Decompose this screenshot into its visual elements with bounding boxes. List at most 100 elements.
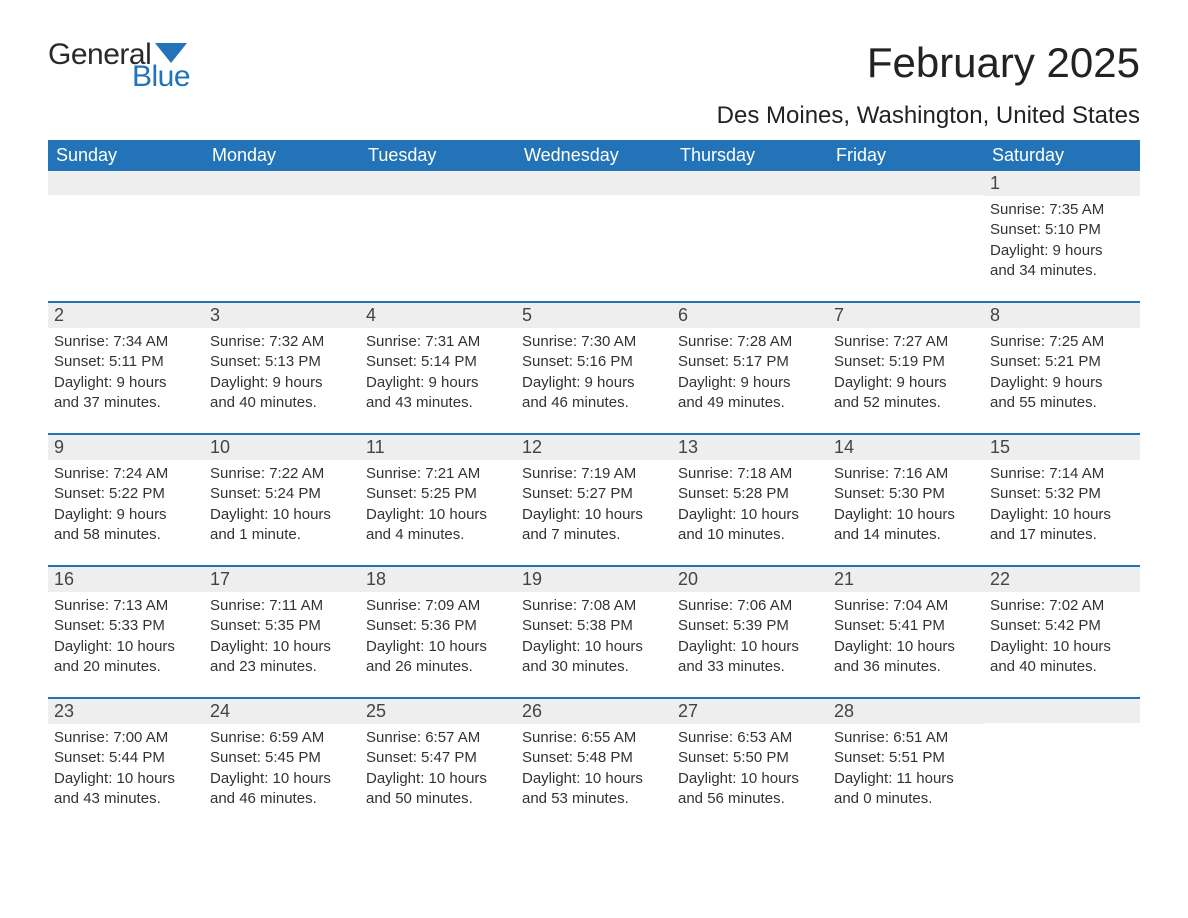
daylight2-text: and 4 minutes. — [366, 525, 510, 545]
calendar-cell: 10Sunrise: 7:22 AMSunset: 5:24 PMDayligh… — [204, 435, 360, 565]
daylight1-text: Daylight: 9 hours — [210, 373, 354, 393]
calendar-cell: 21Sunrise: 7:04 AMSunset: 5:41 PMDayligh… — [828, 567, 984, 697]
sunset-text: Sunset: 5:51 PM — [834, 748, 978, 768]
daylight1-text: Daylight: 9 hours — [678, 373, 822, 393]
sunset-text: Sunset: 5:24 PM — [210, 484, 354, 504]
sunrise-text: Sunrise: 7:30 AM — [522, 332, 666, 352]
daylight2-text: and 10 minutes. — [678, 525, 822, 545]
sunrise-text: Sunrise: 7:11 AM — [210, 596, 354, 616]
day-details: Sunrise: 7:06 AMSunset: 5:39 PMDaylight:… — [672, 592, 828, 685]
week-row: 23Sunrise: 7:00 AMSunset: 5:44 PMDayligh… — [48, 697, 1140, 829]
sunset-text: Sunset: 5:17 PM — [678, 352, 822, 372]
daylight2-text: and 26 minutes. — [366, 657, 510, 677]
day-number: 17 — [204, 567, 360, 592]
daylight1-text: Daylight: 10 hours — [366, 769, 510, 789]
day-number: 11 — [360, 435, 516, 460]
daylight1-text: Daylight: 11 hours — [834, 769, 978, 789]
calendar-cell: 6Sunrise: 7:28 AMSunset: 5:17 PMDaylight… — [672, 303, 828, 433]
daylight1-text: Daylight: 10 hours — [366, 637, 510, 657]
day-number: 22 — [984, 567, 1140, 592]
calendar-cell: 11Sunrise: 7:21 AMSunset: 5:25 PMDayligh… — [360, 435, 516, 565]
daylight2-text: and 50 minutes. — [366, 789, 510, 809]
day-details: Sunrise: 7:04 AMSunset: 5:41 PMDaylight:… — [828, 592, 984, 685]
calendar-cell: 13Sunrise: 7:18 AMSunset: 5:28 PMDayligh… — [672, 435, 828, 565]
calendar-cell: 3Sunrise: 7:32 AMSunset: 5:13 PMDaylight… — [204, 303, 360, 433]
sunset-text: Sunset: 5:42 PM — [990, 616, 1134, 636]
daylight2-text: and 40 minutes. — [210, 393, 354, 413]
day-number: 9 — [48, 435, 204, 460]
sunset-text: Sunset: 5:28 PM — [678, 484, 822, 504]
sunrise-text: Sunrise: 7:25 AM — [990, 332, 1134, 352]
sunrise-text: Sunrise: 7:08 AM — [522, 596, 666, 616]
day-number: 26 — [516, 699, 672, 724]
sunset-text: Sunset: 5:47 PM — [366, 748, 510, 768]
daylight1-text: Daylight: 9 hours — [366, 373, 510, 393]
daylight1-text: Daylight: 9 hours — [990, 241, 1134, 261]
daylight1-text: Daylight: 10 hours — [990, 505, 1134, 525]
week-row: 9Sunrise: 7:24 AMSunset: 5:22 PMDaylight… — [48, 433, 1140, 565]
sunset-text: Sunset: 5:27 PM — [522, 484, 666, 504]
daylight2-text: and 53 minutes. — [522, 789, 666, 809]
daylight1-text: Daylight: 10 hours — [366, 505, 510, 525]
daylight2-text: and 55 minutes. — [990, 393, 1134, 413]
calendar-cell: 5Sunrise: 7:30 AMSunset: 5:16 PMDaylight… — [516, 303, 672, 433]
sunset-text: Sunset: 5:25 PM — [366, 484, 510, 504]
daylight1-text: Daylight: 10 hours — [834, 637, 978, 657]
sunrise-text: Sunrise: 7:00 AM — [54, 728, 198, 748]
calendar-cell — [516, 171, 672, 301]
sunset-text: Sunset: 5:45 PM — [210, 748, 354, 768]
day-header: Tuesday — [360, 140, 516, 171]
daylight2-text: and 49 minutes. — [678, 393, 822, 413]
day-header-row: Sunday Monday Tuesday Wednesday Thursday… — [48, 140, 1140, 171]
daylight2-text: and 23 minutes. — [210, 657, 354, 677]
calendar-cell — [360, 171, 516, 301]
daylight2-text: and 58 minutes. — [54, 525, 198, 545]
sunset-text: Sunset: 5:22 PM — [54, 484, 198, 504]
day-details: Sunrise: 6:57 AMSunset: 5:47 PMDaylight:… — [360, 724, 516, 817]
day-header: Sunday — [48, 140, 204, 171]
sunset-text: Sunset: 5:11 PM — [54, 352, 198, 372]
day-number — [672, 171, 828, 195]
sunrise-text: Sunrise: 7:32 AM — [210, 332, 354, 352]
sunrise-text: Sunrise: 6:53 AM — [678, 728, 822, 748]
daylight1-text: Daylight: 10 hours — [522, 505, 666, 525]
daylight1-text: Daylight: 10 hours — [678, 769, 822, 789]
sunrise-text: Sunrise: 7:13 AM — [54, 596, 198, 616]
calendar-cell: 1Sunrise: 7:35 AMSunset: 5:10 PMDaylight… — [984, 171, 1140, 301]
day-header: Saturday — [984, 140, 1140, 171]
month-title: February 2025 — [717, 40, 1140, 86]
sunset-text: Sunset: 5:21 PM — [990, 352, 1134, 372]
daylight2-text: and 43 minutes. — [54, 789, 198, 809]
day-details: Sunrise: 7:21 AMSunset: 5:25 PMDaylight:… — [360, 460, 516, 553]
sunrise-text: Sunrise: 7:34 AM — [54, 332, 198, 352]
sunset-text: Sunset: 5:10 PM — [990, 220, 1134, 240]
sunrise-text: Sunrise: 6:59 AM — [210, 728, 354, 748]
sunrise-text: Sunrise: 7:18 AM — [678, 464, 822, 484]
calendar-cell: 16Sunrise: 7:13 AMSunset: 5:33 PMDayligh… — [48, 567, 204, 697]
calendar-cell: 4Sunrise: 7:31 AMSunset: 5:14 PMDaylight… — [360, 303, 516, 433]
day-details: Sunrise: 7:16 AMSunset: 5:30 PMDaylight:… — [828, 460, 984, 553]
calendar-cell: 27Sunrise: 6:53 AMSunset: 5:50 PMDayligh… — [672, 699, 828, 829]
calendar-cell: 19Sunrise: 7:08 AMSunset: 5:38 PMDayligh… — [516, 567, 672, 697]
day-number: 2 — [48, 303, 204, 328]
day-number: 28 — [828, 699, 984, 724]
day-details: Sunrise: 7:13 AMSunset: 5:33 PMDaylight:… — [48, 592, 204, 685]
calendar-cell — [984, 699, 1140, 829]
day-details: Sunrise: 7:11 AMSunset: 5:35 PMDaylight:… — [204, 592, 360, 685]
calendar-cell: 18Sunrise: 7:09 AMSunset: 5:36 PMDayligh… — [360, 567, 516, 697]
daylight2-text: and 43 minutes. — [366, 393, 510, 413]
daylight1-text: Daylight: 9 hours — [54, 505, 198, 525]
brand-logo: General Blue — [48, 40, 190, 92]
week-row: 16Sunrise: 7:13 AMSunset: 5:33 PMDayligh… — [48, 565, 1140, 697]
day-details: Sunrise: 7:34 AMSunset: 5:11 PMDaylight:… — [48, 328, 204, 421]
daylight2-text: and 0 minutes. — [834, 789, 978, 809]
daylight1-text: Daylight: 10 hours — [834, 505, 978, 525]
day-details: Sunrise: 6:59 AMSunset: 5:45 PMDaylight:… — [204, 724, 360, 817]
calendar-cell: 28Sunrise: 6:51 AMSunset: 5:51 PMDayligh… — [828, 699, 984, 829]
sunset-text: Sunset: 5:16 PM — [522, 352, 666, 372]
day-header: Thursday — [672, 140, 828, 171]
calendar-cell: 15Sunrise: 7:14 AMSunset: 5:32 PMDayligh… — [984, 435, 1140, 565]
sunset-text: Sunset: 5:32 PM — [990, 484, 1134, 504]
brand-word-2: Blue — [132, 62, 190, 92]
daylight2-text: and 36 minutes. — [834, 657, 978, 677]
